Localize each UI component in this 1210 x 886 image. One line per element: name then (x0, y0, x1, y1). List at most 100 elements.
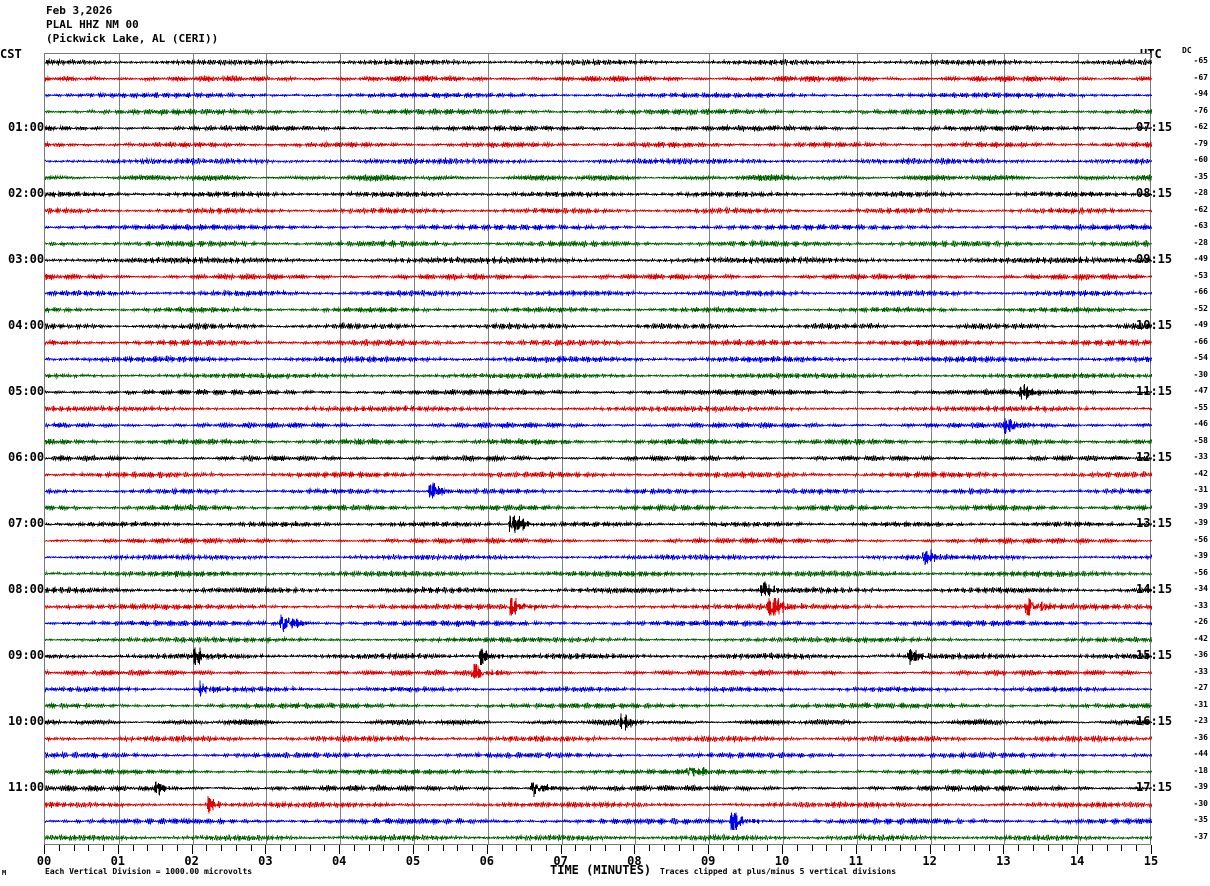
dc-value-row-0: -65 (1193, 56, 1208, 66)
trace-row-25 (45, 470, 1152, 480)
grid-line-minute-8 (635, 54, 636, 844)
minor-tick-13.80 (1062, 845, 1063, 851)
cst-time-label-2: 02:00 (8, 186, 45, 201)
x-tick-label-13: 13 (996, 854, 1011, 868)
utc-time-label-5: 11:15 (1136, 384, 1173, 399)
dc-value-row-29: -56 (1193, 534, 1208, 544)
grid-line-minute-2 (193, 54, 194, 844)
utc-time-label-10: 16:15 (1136, 714, 1173, 729)
grid-lines (45, 54, 1150, 844)
minor-tick-3.80 (324, 845, 325, 851)
x-tick-label-08: 08 (627, 854, 642, 868)
major-tick-12.00 (930, 845, 931, 854)
x-axis-title: TIME (MINUTES) (550, 863, 652, 877)
trace-row-35 (45, 635, 1152, 644)
minor-tick-9.60 (752, 845, 753, 851)
minor-tick-13.60 (1048, 845, 1049, 851)
minor-tick-0.40 (74, 845, 75, 851)
trace-row-19 (45, 371, 1152, 381)
dc-value-row-15: -52 (1193, 303, 1208, 313)
minor-tick-14.80 (1136, 845, 1137, 851)
minor-tick-5.80 (472, 845, 473, 851)
minor-tick-7.60 (605, 845, 606, 851)
trace-row-41 (45, 734, 1152, 744)
cst-time-label-7: 07:00 (8, 516, 45, 531)
cst-time-label-9: 09:00 (8, 648, 45, 663)
utc-time-label-1: 07:15 (1136, 120, 1173, 135)
minor-tick-11.20 (871, 845, 872, 851)
major-tick-4.00 (339, 845, 340, 854)
major-tick-13.00 (1003, 845, 1004, 854)
minor-tick-10.80 (841, 845, 842, 851)
minor-tick-12.40 (959, 845, 960, 851)
dc-value-row-12: -49 (1193, 254, 1208, 264)
dc-value-row-20: -47 (1193, 386, 1208, 396)
minor-tick-7.20 (575, 845, 576, 851)
trace-row-47 (45, 832, 1152, 843)
minor-tick-8.80 (693, 845, 694, 851)
x-tick-label-14: 14 (1069, 854, 1085, 868)
cst-time-label-6: 06:00 (8, 450, 45, 465)
trace-row-14 (45, 288, 1152, 298)
trace-row-4 (45, 124, 1152, 133)
cst-time-label-5: 05:00 (8, 384, 45, 399)
dc-value-row-19: -30 (1193, 369, 1208, 379)
minor-tick-4.20 (354, 845, 355, 851)
seismogram-plot[interactable] (44, 53, 1152, 845)
minor-tick-9.80 (767, 845, 768, 851)
x-tick-label-10: 10 (774, 854, 790, 868)
major-tick-5.00 (413, 845, 414, 854)
dc-value-row-38: -27 (1193, 683, 1208, 693)
major-tick-0.00 (44, 845, 45, 854)
trace-row-26 (45, 482, 1152, 499)
dc-value-row-33: -33 (1193, 600, 1208, 610)
grid-line-minute-13 (1004, 54, 1005, 844)
trace-row-34 (45, 614, 1152, 632)
dc-value-row-47: -37 (1193, 831, 1208, 841)
dc-value-row-23: -58 (1193, 435, 1208, 445)
minor-tick-1.40 (147, 845, 148, 851)
utc-time-label-9: 15:15 (1136, 648, 1173, 663)
x-tick-label-03: 03 (258, 854, 273, 868)
dc-value-row-44: -39 (1193, 782, 1208, 792)
trace-row-20 (45, 384, 1152, 400)
minor-tick-11.80 (915, 845, 916, 851)
dc-value-row-43: -18 (1193, 765, 1208, 775)
trace-row-30 (45, 549, 1152, 566)
cst-time-label-8: 08:00 (8, 582, 45, 597)
minor-tick-4.80 (398, 845, 399, 851)
dc-value-row-5: -79 (1193, 138, 1208, 148)
trace-row-16 (45, 321, 1152, 331)
grid-line-minute-12 (931, 54, 932, 844)
dc-value-row-37: -33 (1193, 666, 1208, 676)
dc-value-row-3: -76 (1193, 105, 1208, 115)
dc-value-row-46: -35 (1193, 815, 1208, 825)
utc-time-label-11: 17:15 (1136, 780, 1173, 795)
major-tick-2.00 (192, 845, 193, 854)
dc-value-row-13: -53 (1193, 270, 1208, 280)
utc-time-label-7: 13:15 (1136, 516, 1173, 531)
minor-tick-0.60 (88, 845, 89, 851)
dc-value-row-36: -36 (1193, 650, 1208, 660)
trace-row-12 (45, 255, 1152, 265)
x-tick-label-15: 15 (1143, 854, 1159, 868)
minor-tick-12.80 (989, 845, 990, 851)
major-tick-14.00 (1077, 845, 1078, 854)
minor-tick-12.20 (944, 845, 945, 851)
trace-row-11 (45, 238, 1152, 249)
trace-row-18 (45, 354, 1152, 364)
dc-value-row-41: -36 (1193, 732, 1208, 742)
grid-line-minute-7 (562, 54, 563, 844)
minor-tick-4.40 (369, 845, 370, 851)
grid-line-minute-6 (488, 54, 489, 844)
trace-row-6 (45, 156, 1152, 166)
x-tick-label-00: 00 (36, 854, 52, 868)
cst-time-label-1: 01:00 (8, 120, 45, 135)
trace-row-7 (45, 173, 1152, 183)
minor-tick-0.20 (59, 845, 60, 851)
minor-tick-9.20 (723, 845, 724, 851)
trace-row-23 (45, 437, 1152, 446)
minor-tick-5.40 (443, 845, 444, 851)
trace-row-27 (45, 503, 1152, 513)
minor-tick-11.60 (900, 845, 901, 851)
